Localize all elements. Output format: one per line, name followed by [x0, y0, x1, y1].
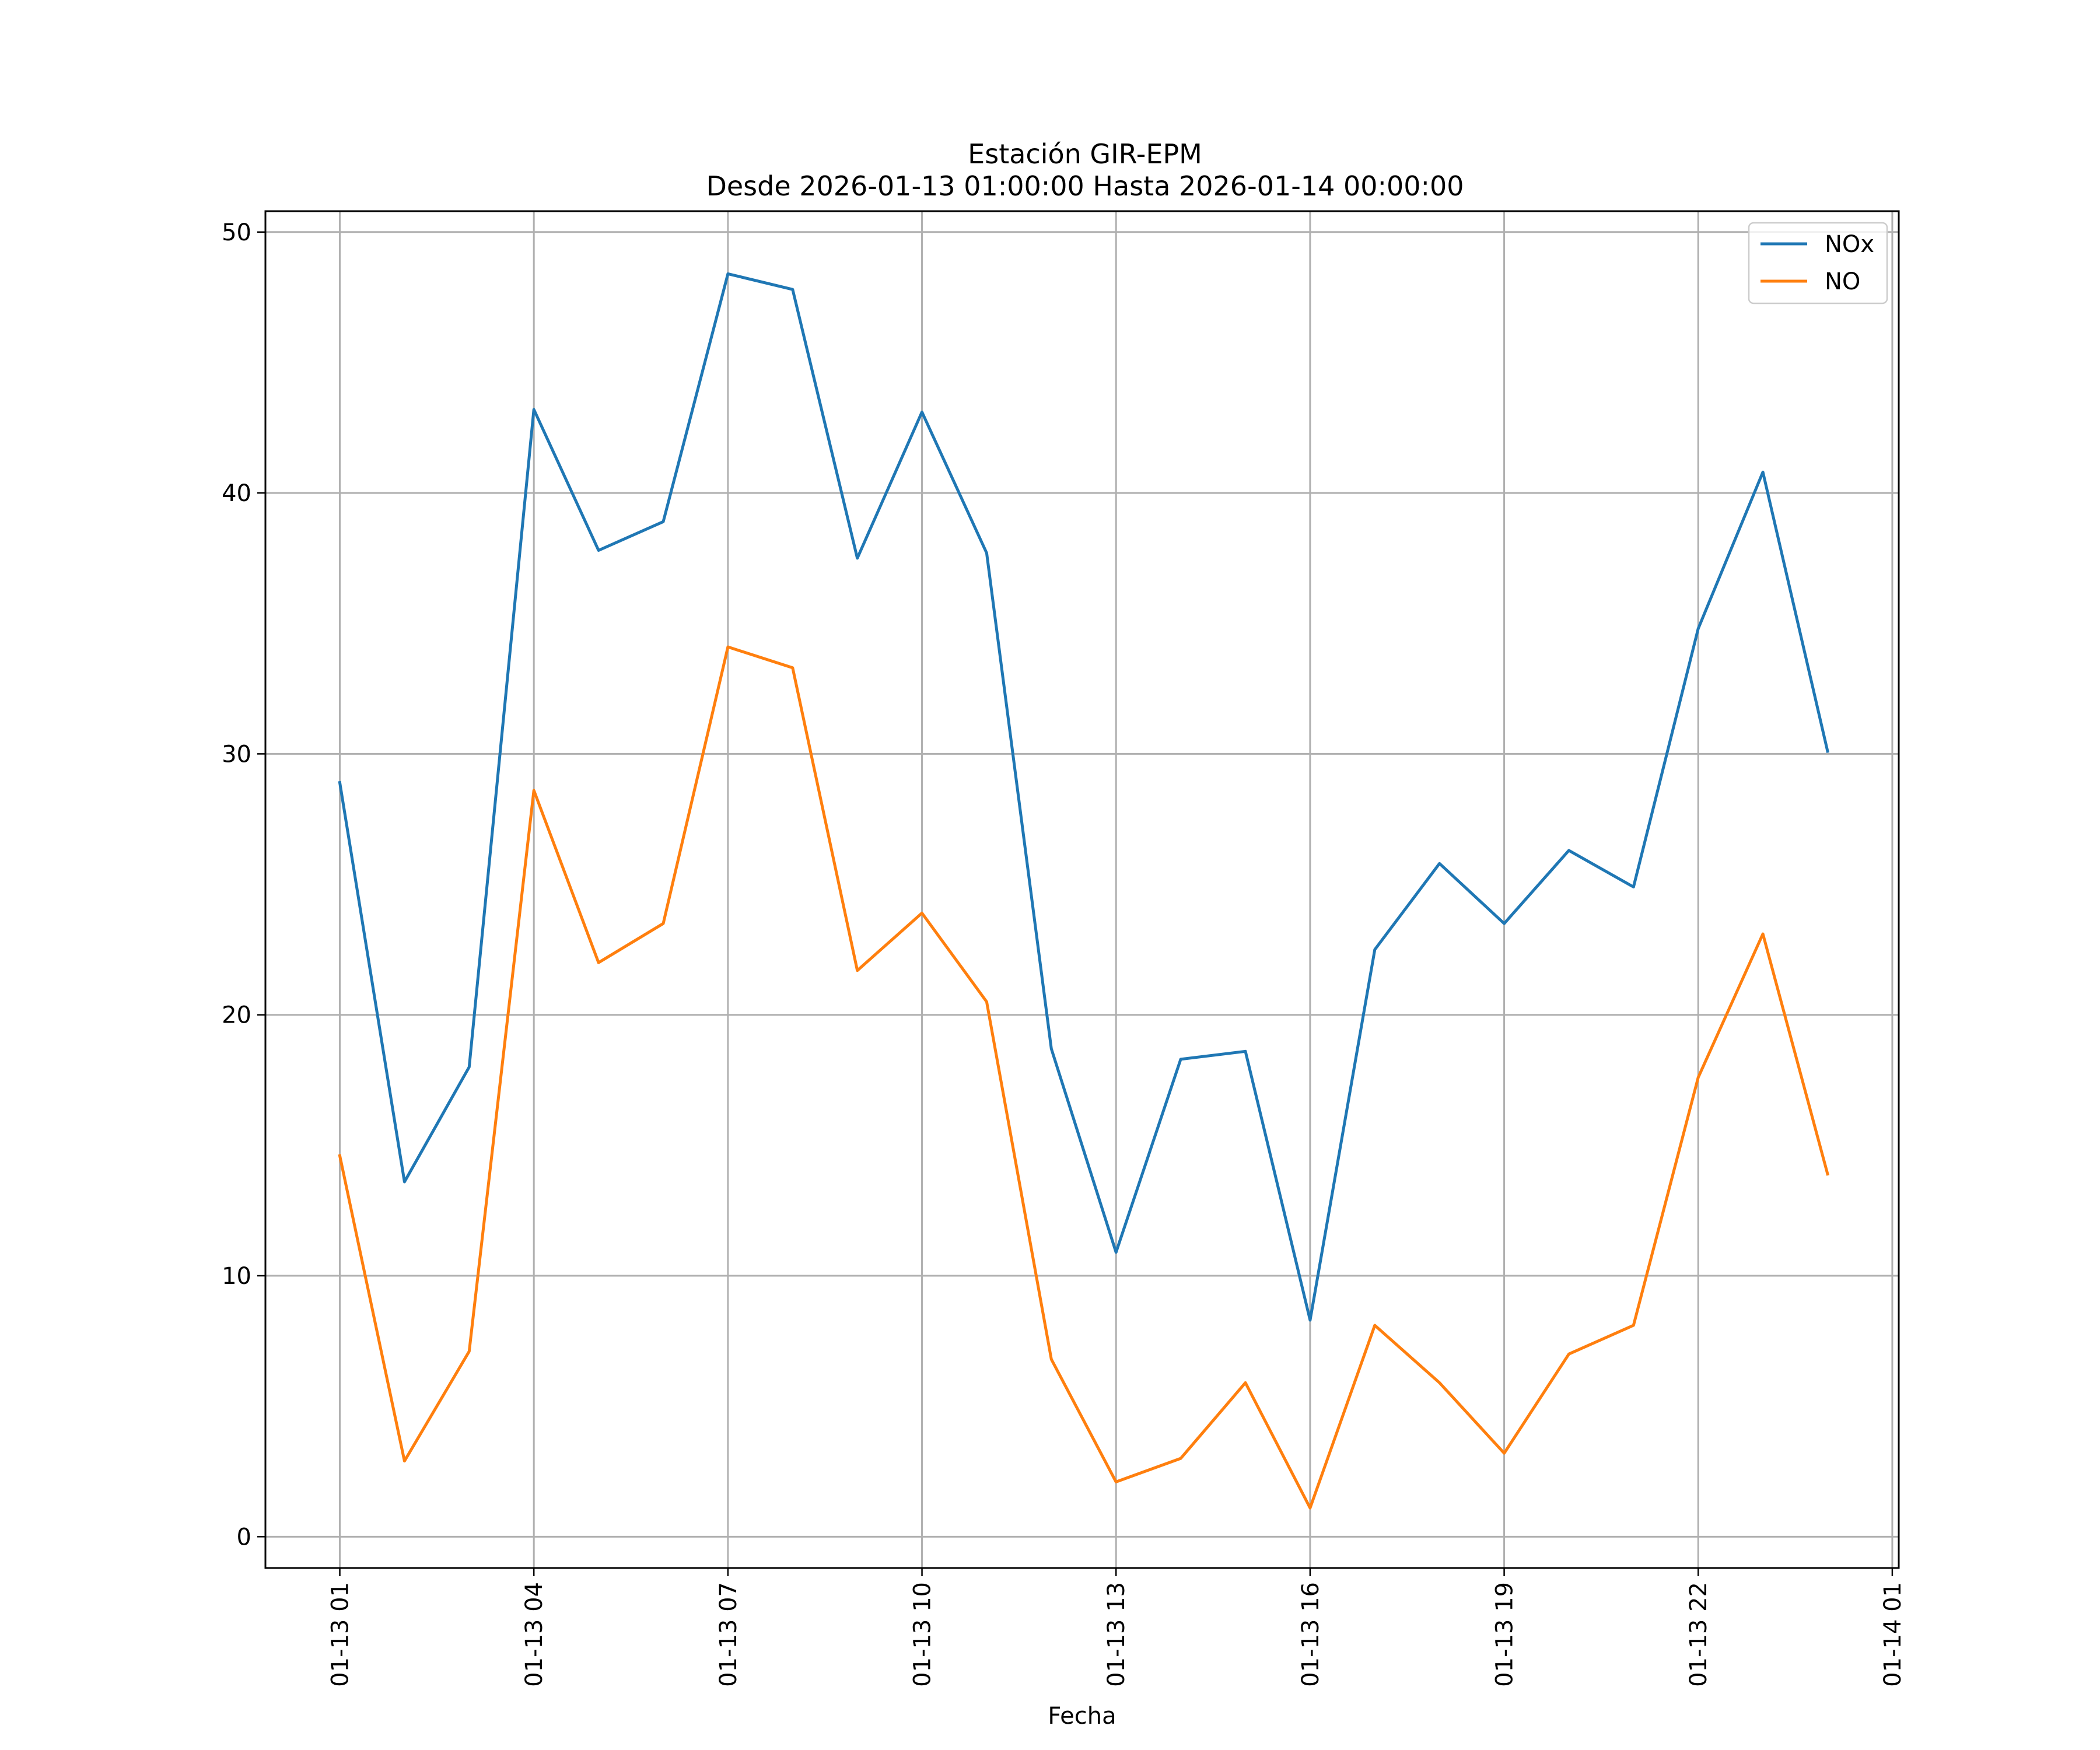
x-tick-label: 01-13 22: [1685, 1582, 1712, 1687]
x-tick-label: 01-13 01: [327, 1582, 354, 1687]
grid: [265, 211, 1899, 1568]
x-axis-label: Fecha: [1048, 1703, 1116, 1730]
y-axis: 0 10 20 30 40 50: [222, 219, 265, 1550]
y-tick-label: 0: [237, 1524, 251, 1550]
x-tick-label: 01-13 13: [1103, 1582, 1130, 1687]
x-tick-label: 01-13 04: [521, 1582, 548, 1687]
y-tick-label: 50: [222, 219, 251, 246]
series-line-no: [338, 645, 1830, 1510]
series-lines: [338, 272, 1830, 1510]
plot-frame: [264, 210, 1900, 1569]
x-tick-label: 01-13 19: [1492, 1582, 1518, 1687]
x-tick-label: 01-13 10: [909, 1582, 936, 1687]
series-line-nox: [338, 272, 1829, 1322]
y-tick-label: 30: [222, 741, 251, 768]
legend: NOx NO: [1748, 222, 1888, 304]
y-tick-label: 20: [222, 1002, 251, 1029]
legend-label-no: NO: [1825, 268, 1860, 295]
chart-title: Estación GIR-EPM: [968, 138, 1202, 170]
x-tick-label: 01-13 07: [715, 1582, 742, 1687]
x-tick-label: 01-13 16: [1297, 1582, 1324, 1687]
legend-label-nox: NOx: [1825, 231, 1874, 258]
x-axis: 01-13 01 01-13 04 01-13 07 01-13 10 01-13 13…: [327, 1568, 1906, 1687]
y-tick-label: 10: [222, 1263, 251, 1290]
x-tick-label: 01-14 01: [1880, 1582, 1906, 1687]
chart-subtitle: Desde 2026-01-13 01:00:00 Hasta 2026-01-…: [706, 170, 1464, 202]
y-tick-label: 40: [222, 480, 251, 507]
